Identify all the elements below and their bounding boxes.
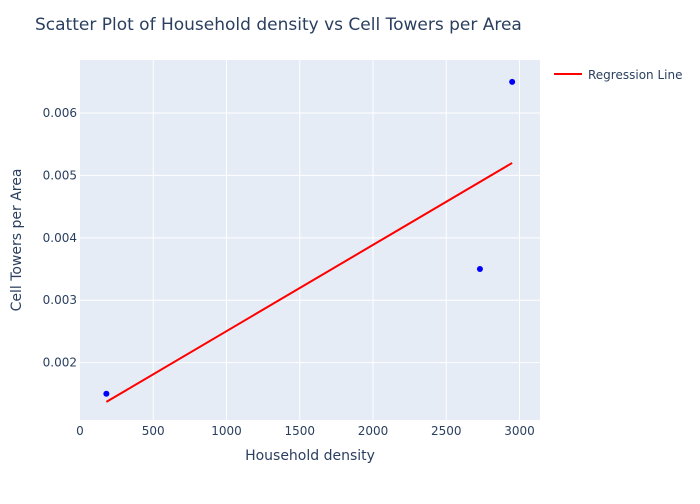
y-axis-title: Cell Towers per Area	[9, 169, 25, 312]
chart-title: Scatter Plot of Household density vs Cel…	[35, 15, 522, 35]
y-tick-label: 0.005	[43, 168, 77, 182]
x-tick-label: 0	[76, 424, 84, 438]
data-point[interactable]	[509, 78, 516, 85]
y-tick-label: 0.003	[43, 293, 77, 307]
plot-area	[80, 60, 540, 420]
x-tick-label: 3000	[504, 424, 535, 438]
legend-regression-label[interactable]: Regression Line	[588, 68, 682, 82]
y-axis-ticks: 0.002 0.003 0.004 0.005 0.006	[43, 106, 77, 370]
regression-line[interactable]	[105, 162, 513, 403]
scatter-points	[103, 78, 516, 397]
regression-layer	[105, 162, 513, 403]
data-point[interactable]	[476, 266, 483, 273]
x-axis-ticks: 0 500 1000 1500 2000 2500 3000	[76, 424, 535, 438]
y-tick-label: 0.002	[43, 356, 77, 370]
x-tick-label: 500	[142, 424, 165, 438]
x-tick-label: 2000	[358, 424, 389, 438]
y-tick-label: 0.006	[43, 106, 77, 120]
x-tick-label: 2500	[431, 424, 462, 438]
x-tick-label: 1000	[211, 424, 242, 438]
y-tick-label: 0.004	[43, 231, 77, 245]
data-point[interactable]	[103, 390, 110, 397]
grid-lines	[80, 60, 540, 420]
x-axis-title: Household density	[245, 448, 375, 464]
legend[interactable]: Regression Line	[554, 68, 682, 82]
x-tick-label: 1500	[284, 424, 315, 438]
